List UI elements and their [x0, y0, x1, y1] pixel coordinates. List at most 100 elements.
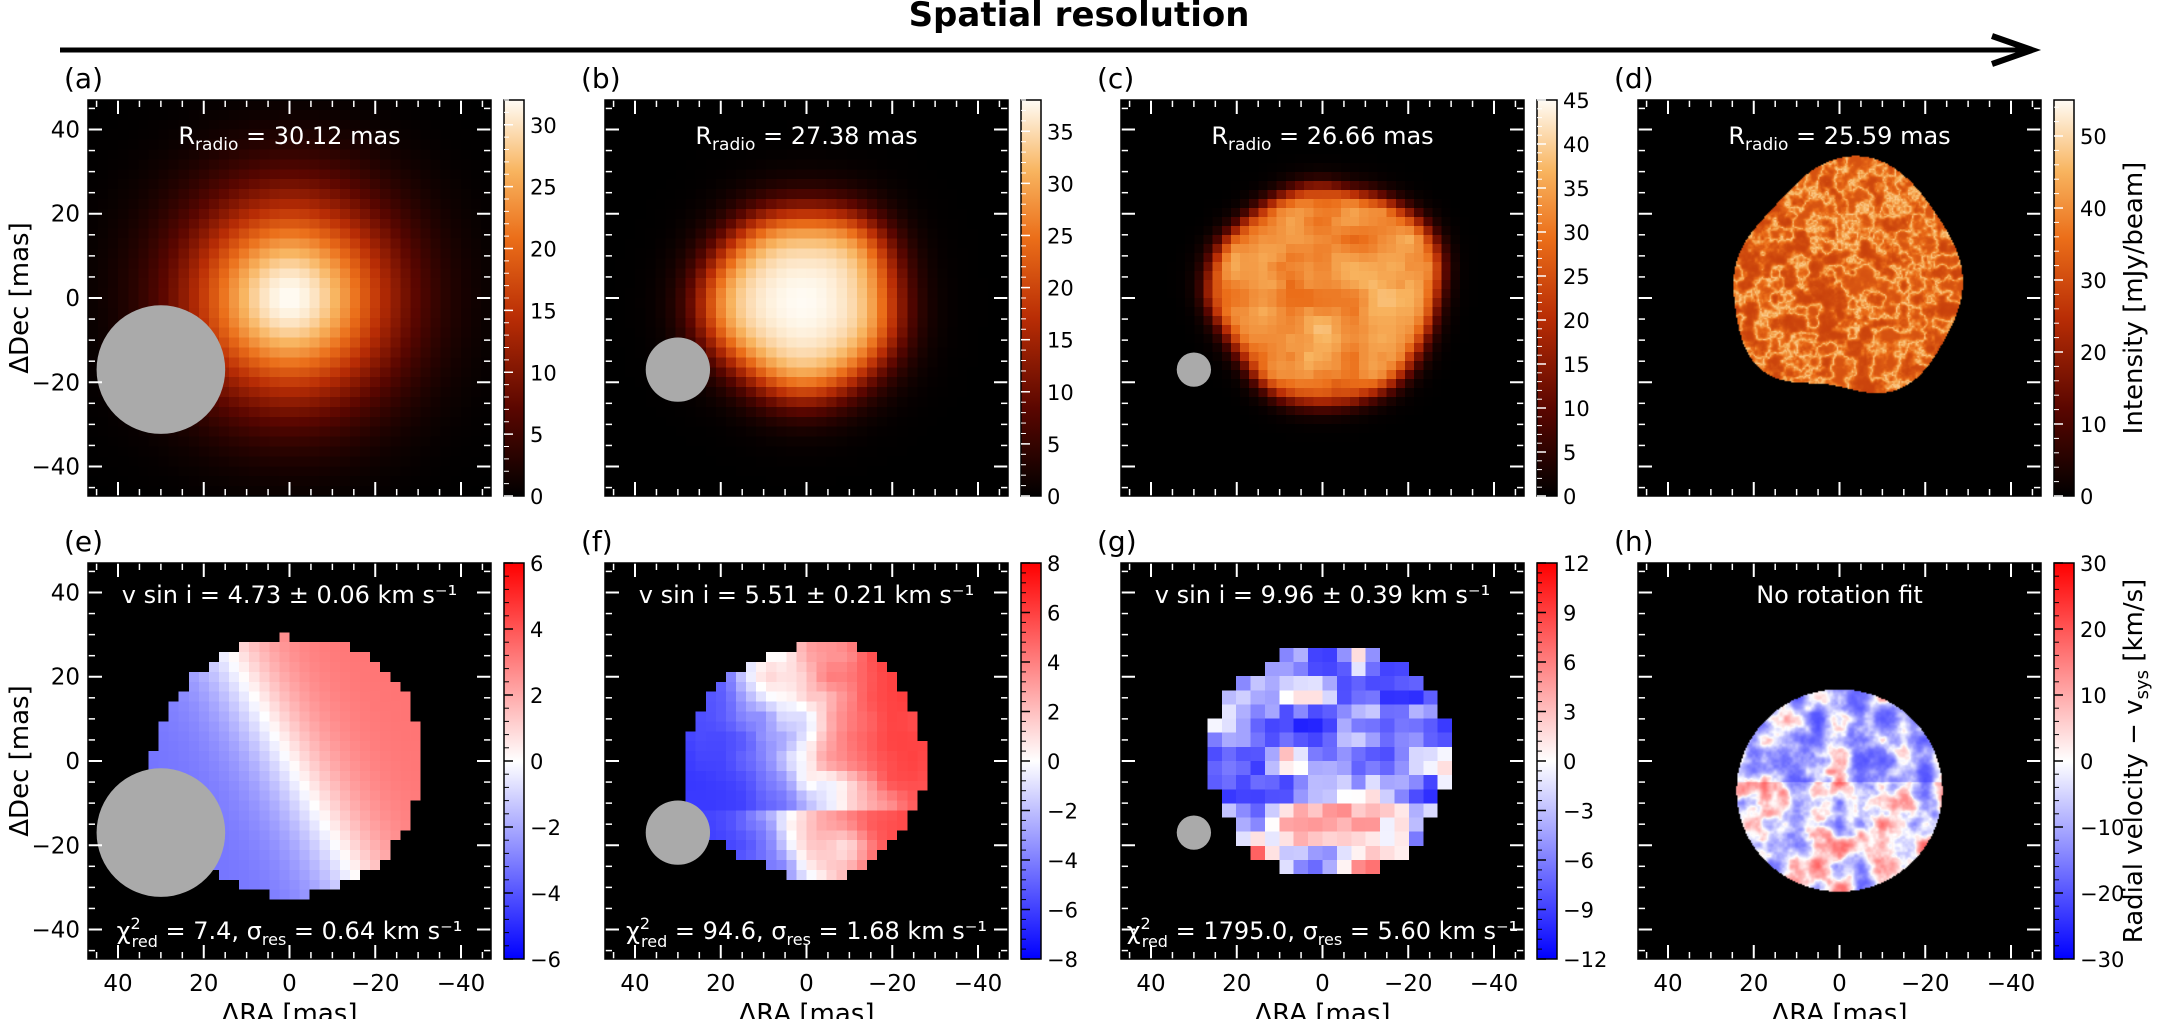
- x-tick-label: 0: [1832, 971, 1847, 997]
- colorbar-tick-label: 30: [2080, 552, 2107, 576]
- colorbar-tick-label: 45: [1563, 89, 1590, 113]
- x-tick-label: −40: [1987, 971, 2036, 997]
- x-tick-label: −20: [351, 971, 400, 997]
- y-tick-label: 20: [51, 202, 80, 228]
- x-tick-label: 0: [799, 971, 814, 997]
- chi2-annotation: χ2 red = 94.6, σres = 1.68 km s⁻¹: [626, 914, 987, 951]
- colorbar-tick-label: 15: [530, 299, 557, 323]
- plot-frame: [604, 562, 1009, 960]
- figure-title: Spatial resolution: [909, 0, 1250, 35]
- colorbar-tick-label: −2: [1047, 800, 1078, 824]
- heatmap-image: [1638, 563, 2041, 959]
- heatmap-image: [1638, 100, 2041, 496]
- panel-label: (b): [581, 62, 621, 95]
- colorbar-tick-label: 15: [1563, 353, 1590, 377]
- y-tick-label: 40: [51, 580, 80, 606]
- x-tick-label: 20: [706, 971, 735, 997]
- colorbar-tick-label: −6: [1047, 899, 1078, 923]
- colorbar-tick-label: 4: [530, 618, 543, 642]
- beam-ellipse: [1176, 815, 1212, 850]
- colorbar-tick-label: 0: [2080, 485, 2093, 509]
- beam-ellipse: [96, 768, 226, 897]
- radio-radius-annotation: Rradio = 25.59 mas: [1728, 122, 1950, 155]
- y-tick-label: 20: [51, 665, 80, 691]
- colorbar-tick-label: 9: [1563, 602, 1576, 626]
- colorbar-tick-label: 30: [1563, 221, 1590, 245]
- colorbar-tick-label: 15: [1047, 329, 1074, 353]
- plot-frame: [1637, 562, 2042, 960]
- vsini-annotation: v sin i = 9.96 ± 0.39 km s⁻¹: [1155, 581, 1490, 609]
- colorbar-tick-label: 20: [2080, 618, 2107, 642]
- colorbar-tick-label: −9: [1563, 899, 1594, 923]
- colorbar-tick-label: 40: [1563, 133, 1590, 157]
- colorbar-tick-label: 6: [530, 552, 543, 576]
- vsini-annotation: v sin i = 4.73 ± 0.06 km s⁻¹: [122, 581, 457, 609]
- colorbar-tick-label: 5: [1563, 441, 1576, 465]
- panel-b: (b) Rradio = 27.38 mas 0 5 10 15 20 25 30 35: [581, 62, 1074, 509]
- x-tick-label: 40: [103, 971, 132, 997]
- colorbar-tick-label: 10: [1563, 397, 1590, 421]
- colorbar-tick-label: 30: [1047, 172, 1074, 196]
- panel-label: (a): [64, 62, 103, 95]
- plot-frame: [604, 99, 1009, 497]
- x-tick-label: 20: [1222, 971, 1251, 997]
- heatmap-image: [88, 563, 491, 959]
- colorbar: [2053, 99, 2075, 497]
- panel-label: (f): [581, 525, 613, 558]
- x-axis-label: ΔRA [mas]: [222, 999, 358, 1019]
- colorbar-tick-label: −20: [2080, 882, 2124, 906]
- panel-label: (e): [64, 525, 103, 558]
- colorbar-tick-label: 25: [530, 176, 557, 200]
- beam-ellipse: [645, 337, 711, 402]
- colorbar-tick-label: 30: [530, 114, 557, 138]
- x-tick-label: 20: [189, 971, 218, 997]
- colorbar-tick-label: 25: [1047, 224, 1074, 248]
- colorbar-tick-label: 0: [1047, 750, 1060, 774]
- x-tick-label: 40: [1653, 971, 1682, 997]
- colorbar-tick-label: 12: [1563, 552, 1590, 576]
- y-tick-label: 0: [65, 286, 80, 312]
- colorbar-tick-label: 20: [1563, 309, 1590, 333]
- y-tick-label: −20: [31, 833, 80, 859]
- x-tick-label: −20: [1384, 971, 1433, 997]
- x-tick-label: 40: [620, 971, 649, 997]
- plot-frame: [87, 99, 492, 497]
- colorbar-tick-label: 2: [530, 684, 543, 708]
- colorbar-tick-label: −8: [1047, 948, 1078, 972]
- colorbar-tick-label: −3: [1563, 800, 1594, 824]
- colorbar-tick-label: 4: [1047, 651, 1060, 675]
- panel-h: 40 20 0 −20 −40 ΔRA [mas] (h) No rotation fit 30…: [1614, 525, 2153, 1023]
- heatmap-image: [1121, 100, 1524, 496]
- x-axis-label: ΔRA [mas]: [1772, 999, 1908, 1019]
- colorbar-tick-label: 0: [2080, 750, 2093, 774]
- colorbar-tick-label: 5: [1047, 433, 1060, 457]
- plot-frame: [1637, 99, 2042, 497]
- panel-a: 40 20 0 −20 −40 ΔDec [mas] (a) Rradio = 30.12 m…: [5, 62, 557, 509]
- radio-radius-annotation: Rradio = 30.12 mas: [178, 122, 400, 155]
- colorbar-label-intensity: Intensity [mJy/beam]: [2119, 162, 2149, 435]
- panel-label: (g): [1097, 525, 1137, 558]
- colorbar-tick-label: −2: [530, 816, 561, 840]
- heatmap-image: [605, 100, 1008, 496]
- colorbar-tick-label: −12: [1563, 948, 1607, 972]
- colorbar-tick-label: 3: [1563, 701, 1576, 725]
- panel-c: (c) Rradio = 26.66 mas 0 5 10 15 20 25 30 35 40 45: [1097, 62, 1590, 509]
- x-tick-label: 0: [1315, 971, 1330, 997]
- colorbar-tick-label: 40: [2080, 197, 2107, 221]
- x-tick-label: −20: [868, 971, 917, 997]
- y-tick-label: 40: [51, 117, 80, 143]
- panel-d: (d) Rradio = 25.59 mas 0 10 20 30 40 50 Intensit…: [1614, 62, 2149, 509]
- x-tick-label: −40: [1470, 971, 1519, 997]
- radio-radius-annotation: Rradio = 27.38 mas: [695, 122, 917, 155]
- colorbar-label-velocity: Radial velocity − vsys [km/s]: [2119, 579, 2153, 944]
- x-tick-label: −40: [954, 971, 1003, 997]
- colorbar-tick-label: 0: [1563, 750, 1576, 774]
- y-tick-label: −40: [31, 455, 80, 481]
- colorbar-tick-label: 35: [1047, 120, 1074, 144]
- y-tick-label: −40: [31, 918, 80, 944]
- colorbar-tick-label: −6: [530, 948, 561, 972]
- vsini-annotation: No rotation fit: [1756, 581, 1923, 609]
- beam-ellipse: [645, 800, 711, 865]
- beam-ellipse: [96, 305, 226, 434]
